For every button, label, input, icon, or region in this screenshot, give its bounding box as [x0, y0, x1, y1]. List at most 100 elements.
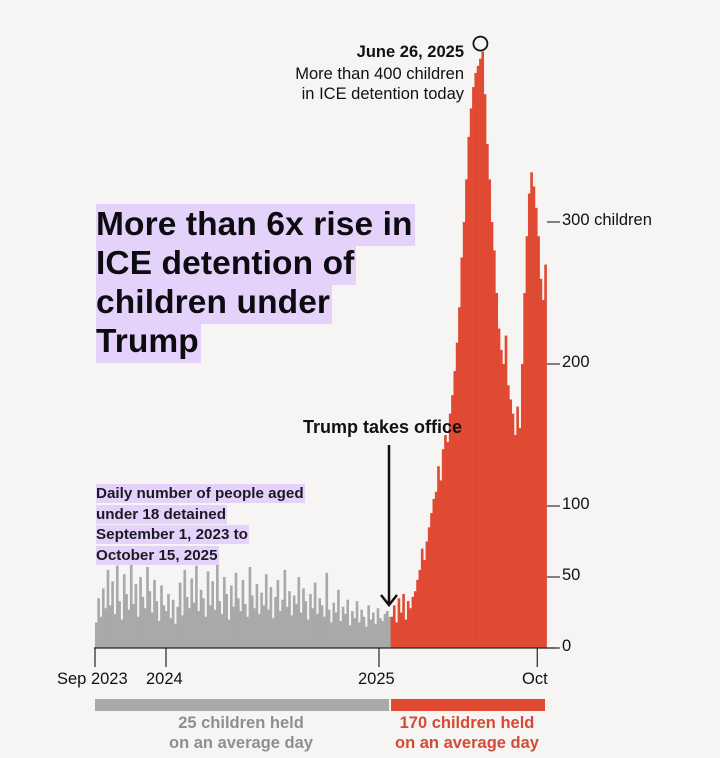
- bar-after: [427, 527, 431, 648]
- bar-before: [209, 605, 212, 648]
- bar-before: [248, 567, 252, 648]
- bar-after: [434, 491, 438, 648]
- bar-after: [406, 601, 410, 648]
- bar-after: [516, 406, 519, 648]
- bar-after: [469, 108, 473, 648]
- bar-after: [395, 622, 398, 648]
- bar-after: [423, 559, 426, 648]
- bar-after: [462, 222, 466, 648]
- bar-before: [327, 609, 331, 648]
- subtitle-line: Daily number of people aged: [96, 484, 305, 503]
- bar-before: [374, 623, 377, 648]
- bar-before: [253, 608, 256, 648]
- bar-before: [299, 612, 303, 648]
- summary-after-line: on an average day: [395, 733, 539, 752]
- bar-before: [269, 586, 273, 648]
- bar-after: [404, 619, 408, 648]
- bar-before: [148, 591, 152, 648]
- bar-after: [390, 616, 394, 648]
- title-line: Trump: [96, 321, 201, 363]
- y-tick-label-100: 100: [562, 495, 590, 513]
- bar-before: [181, 615, 184, 648]
- bar-after: [397, 598, 401, 648]
- bar-after: [511, 413, 515, 648]
- bar-before: [101, 588, 105, 648]
- bar-after: [532, 186, 536, 648]
- bar-after: [500, 349, 503, 648]
- bar-before: [358, 622, 361, 648]
- bar-before: [139, 577, 142, 648]
- bar-before: [141, 596, 145, 648]
- bar-before: [385, 611, 389, 648]
- bar-before: [362, 616, 366, 648]
- bar-before: [334, 612, 338, 648]
- summary-bar-before: [95, 699, 390, 711]
- bar-after: [441, 449, 445, 648]
- bar-after: [507, 385, 510, 648]
- bar-before: [323, 616, 326, 648]
- bar-before: [236, 598, 240, 648]
- bar-after: [504, 335, 508, 648]
- bar-before: [199, 589, 203, 648]
- bar-after: [402, 594, 405, 648]
- bar-before: [134, 584, 138, 648]
- bar-after: [411, 596, 415, 648]
- bar-after: [530, 172, 533, 649]
- bar-after: [444, 435, 447, 648]
- bar-before: [150, 612, 154, 648]
- bar-before: [171, 599, 175, 648]
- bar-before: [276, 579, 280, 648]
- bar-before: [113, 613, 117, 648]
- bar-before: [213, 609, 217, 648]
- bar-after: [416, 579, 419, 648]
- bar-before: [297, 577, 301, 648]
- bar-after: [513, 435, 517, 648]
- bar-before: [95, 622, 98, 648]
- bar-before: [206, 571, 210, 648]
- peak-annotation-line: More than 400 children: [295, 65, 464, 83]
- bar-before: [227, 619, 231, 648]
- bar-after: [418, 569, 422, 648]
- bar-after: [399, 612, 403, 648]
- bar-before: [295, 603, 298, 648]
- bar-after: [518, 427, 522, 648]
- peak-marker-circle: [472, 35, 489, 52]
- bar-after: [544, 264, 547, 648]
- y-tick-label-300: 300 children: [562, 211, 652, 229]
- annotations-group: [380, 35, 489, 608]
- bar-after: [490, 222, 494, 648]
- bar-after: [495, 293, 498, 648]
- bar-before: [290, 615, 294, 648]
- bar-before: [344, 613, 347, 648]
- bar-before: [234, 572, 238, 648]
- bar-before: [178, 582, 182, 648]
- peak-annotation-line: in ICE detention today: [301, 84, 464, 103]
- trump-arrow-head: [380, 594, 398, 608]
- bar-before: [118, 601, 121, 648]
- peak-annotation-text: More than 400 children in ICE detention …: [295, 65, 464, 104]
- bar-before: [153, 579, 156, 648]
- bar-before: [278, 611, 282, 648]
- bar-before: [381, 621, 384, 648]
- bar-before: [183, 569, 187, 648]
- bar-before: [281, 599, 284, 648]
- bar-after: [472, 87, 475, 649]
- bar-before: [260, 592, 263, 648]
- bar-before: [304, 601, 308, 648]
- axes-group: [94, 221, 560, 711]
- bar-before: [106, 569, 110, 648]
- bar-after: [413, 591, 417, 648]
- x-tick-label-2024: 2024: [146, 670, 183, 688]
- bar-before: [250, 595, 254, 648]
- trump-annotation-label: Trump takes office: [303, 417, 463, 437]
- bar-before: [232, 606, 235, 648]
- bar-before: [365, 626, 368, 648]
- bar-before: [369, 619, 373, 648]
- bar-before: [283, 569, 287, 648]
- bar-before: [125, 594, 128, 648]
- bar-before: [239, 611, 242, 648]
- bar-after: [479, 58, 482, 648]
- bar-after: [539, 278, 543, 648]
- bar-before: [99, 616, 103, 648]
